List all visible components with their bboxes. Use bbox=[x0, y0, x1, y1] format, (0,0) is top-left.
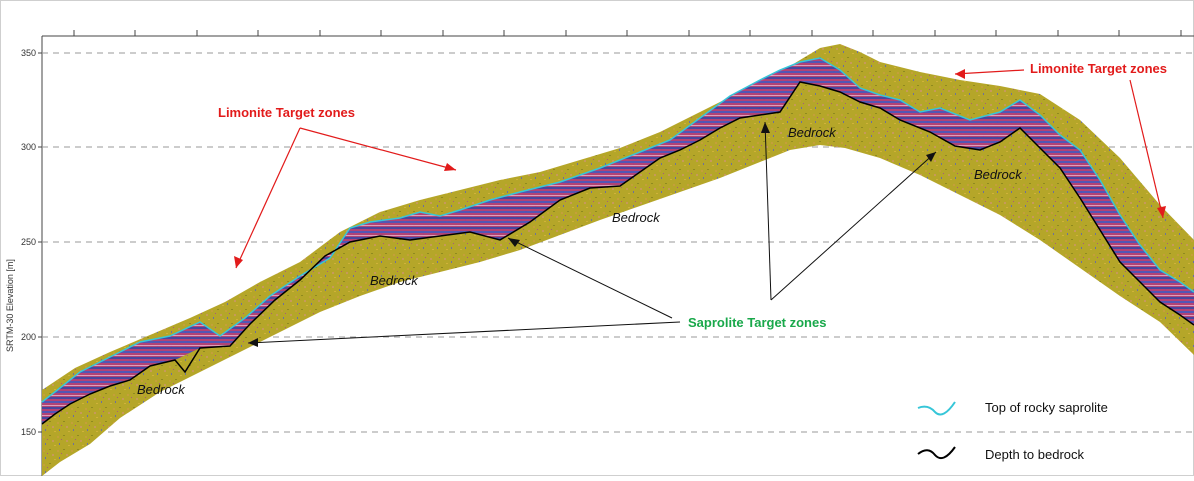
y-tick-label-150: 150 bbox=[21, 427, 36, 437]
saprolite-arrows bbox=[247, 121, 937, 344]
limonite-label-left: Limonite Target zones bbox=[218, 105, 355, 120]
legend-label-bedrock: Depth to bedrock bbox=[985, 447, 1085, 462]
bedrock-label-5: Bedrock bbox=[974, 167, 1023, 182]
y-tick-label-250: 250 bbox=[21, 237, 36, 247]
limonite-label-right: Limonite Target zones bbox=[1030, 61, 1167, 76]
top-of-saprolite-line bbox=[41, 57, 1194, 403]
top-axis-ticks bbox=[73, 30, 1182, 36]
y-tick-label-350: 350 bbox=[21, 48, 36, 58]
bedrock-label-1: Bedrock bbox=[137, 382, 186, 397]
bedrock-label-4: Bedrock bbox=[788, 125, 837, 140]
y-axis-title: SRTM-30 Elevation [m] bbox=[5, 259, 15, 352]
legend-label-saprolite: Top of rocky saprolite bbox=[985, 400, 1108, 415]
cyan-wave-icon bbox=[917, 401, 956, 416]
bedrock-label-3: Bedrock bbox=[612, 210, 661, 225]
saprolite-band bbox=[42, 58, 1194, 424]
limonite-arrows bbox=[235, 69, 1164, 269]
y-tick-label-200: 200 bbox=[21, 332, 36, 342]
y-tick-label-300: 300 bbox=[21, 142, 36, 152]
bedrock-label-2: Bedrock bbox=[370, 273, 419, 288]
limonite-arrowheads bbox=[234, 69, 1166, 268]
legend: Top of rocky saprolite Depth to bedrock bbox=[917, 400, 1108, 462]
saprolite-arrowheads bbox=[248, 122, 936, 347]
saprolite-label: Saprolite Target zones bbox=[688, 315, 826, 330]
y-axis-ticks bbox=[38, 52, 42, 433]
black-wave-icon bbox=[917, 446, 956, 460]
depth-to-bedrock-line bbox=[41, 81, 1194, 425]
bedrock-fill-band bbox=[42, 44, 1194, 476]
